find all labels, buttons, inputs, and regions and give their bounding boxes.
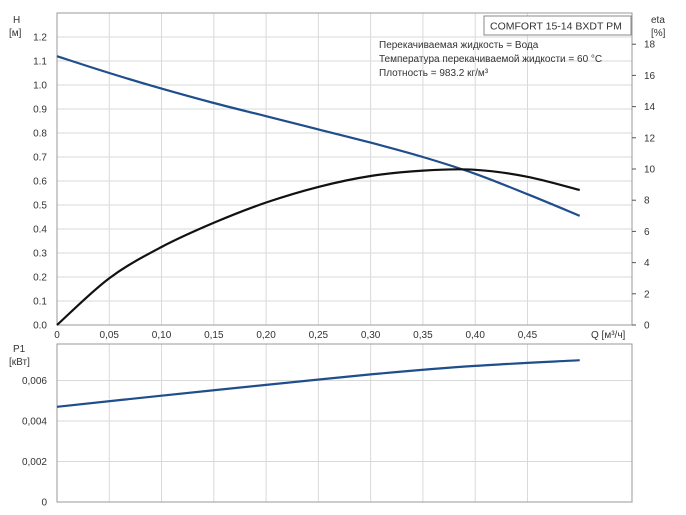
x-tick-label: 0,20 bbox=[256, 330, 276, 341]
eta-tick-label: 14 bbox=[644, 102, 656, 113]
eta-tick-label: 4 bbox=[644, 258, 650, 269]
bottom-plot: 0 0,002 0,004 0,006 P1 [кВт] bbox=[9, 343, 633, 509]
eta-tick-label: 0 bbox=[644, 321, 650, 332]
h-axis-ticks: 0.0 0.1 0.2 0.3 0.4 0.5 0.6 0.7 0.8 0.9 1.0 1.1 1.2 bbox=[33, 33, 47, 332]
h-tick-label: 0.0 bbox=[33, 321, 47, 332]
p1-series-line bbox=[56, 359, 580, 408]
h-series-line bbox=[56, 55, 581, 217]
bottom-plot-frame bbox=[56, 343, 633, 503]
eta-tick-label: 18 bbox=[644, 40, 656, 51]
p1-axis-ticks: 0 0,002 0,004 0,006 bbox=[22, 376, 47, 509]
h-tick-label: 0.6 bbox=[33, 177, 47, 188]
p1-tick-label: 0,002 bbox=[22, 457, 47, 468]
eta-tick-label: 6 bbox=[644, 227, 650, 238]
x-tick-label: 0 bbox=[54, 330, 60, 341]
h-tick-label: 0.4 bbox=[33, 225, 47, 236]
x-tick-label: 0,10 bbox=[152, 330, 172, 341]
x-tick-label: 0,05 bbox=[100, 330, 120, 341]
h-tick-label: 0.7 bbox=[33, 153, 47, 164]
h-tick-label: 0.2 bbox=[33, 273, 47, 284]
eta-axis-unit: [%] bbox=[651, 28, 666, 39]
q-axis-ticks: 0 0,05 0,10 0,15 0,20 0,25 0,30 0,35 0,40 0,45 bbox=[54, 330, 537, 341]
h-tick-label: 0.1 bbox=[33, 297, 47, 308]
eta-series-line bbox=[56, 168, 580, 326]
annotation-density: Плотность = 983.2 кг/м³ bbox=[379, 68, 489, 79]
eta-tick-label: 10 bbox=[644, 165, 656, 176]
chart-title: COMFORT 15-14 BXDT PM bbox=[490, 21, 622, 33]
q-axis-label: Q [м³/ч] bbox=[591, 330, 626, 341]
eta-tick-label: 16 bbox=[644, 71, 656, 82]
h-tick-label: 1.2 bbox=[33, 33, 47, 44]
x-tick-label: 0,35 bbox=[413, 330, 433, 341]
h-tick-label: 0.8 bbox=[33, 129, 47, 140]
x-tick-label: 0,30 bbox=[361, 330, 381, 341]
eta-tick-label: 2 bbox=[644, 289, 650, 300]
p1-axis-unit: [кВт] bbox=[9, 357, 30, 368]
p1-tick-label: 0,006 bbox=[22, 376, 47, 387]
p1-tick-label: 0 bbox=[41, 498, 47, 509]
h-tick-label: 0.3 bbox=[33, 249, 47, 260]
x-tick-label: 0,45 bbox=[518, 330, 538, 341]
title-box bbox=[483, 15, 632, 36]
eta-tick-label: 8 bbox=[644, 196, 650, 207]
h-tick-label: 1.0 bbox=[33, 81, 47, 92]
h-axis-unit: [м] bbox=[9, 28, 22, 39]
annotation-temperature: Температура перекачиваемой жидкости = 60… bbox=[379, 54, 602, 65]
h-tick-label: 0.9 bbox=[33, 105, 47, 116]
p1-axis-label: P1 bbox=[13, 344, 26, 355]
p1-tick-label: 0,004 bbox=[22, 416, 47, 427]
h-tick-label: 0.5 bbox=[33, 201, 47, 212]
x-tick-label: 0,15 bbox=[204, 330, 224, 341]
h-axis-label: H bbox=[13, 15, 20, 26]
x-tick-label: 0,40 bbox=[465, 330, 485, 341]
eta-tick-label: 12 bbox=[644, 133, 656, 144]
h-tick-label: 1.1 bbox=[33, 57, 47, 68]
eta-axis-ticks: 0 2 4 6 8 10 12 14 16 18 bbox=[632, 40, 656, 332]
x-tick-label: 0,25 bbox=[309, 330, 329, 341]
eta-axis-label: eta bbox=[651, 15, 665, 26]
annotation-liquid: Перекачиваемая жидкость = Вода bbox=[379, 40, 539, 51]
